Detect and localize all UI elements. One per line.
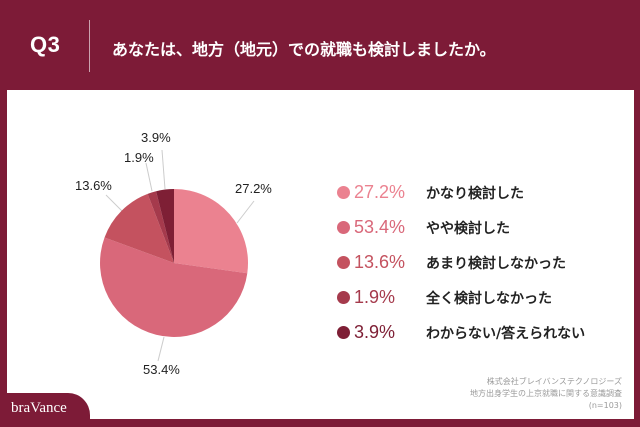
legend-item: 1.9% 全く検討しなかった [337,280,585,315]
legend-item: 13.6% あまり検討しなかった [337,245,585,280]
legend-item: 3.9% わからない/答えられない [337,315,585,350]
pie-slice-wakaranai [156,189,174,263]
legend-pct: 3.9% [354,322,396,342]
legend-item: 53.4% やや検討した [337,210,585,245]
source-note: 株式会社ブレイバンステクノロジーズ 地方出身学生の上京就職に関する意識調査 (n… [470,376,622,412]
pie-slice-amari [104,193,174,263]
legend-label: わからない/答えられない [426,325,586,342]
legend-label: あまり検討しなかった [426,255,566,272]
pie-slice-kanari [174,189,249,274]
pie-slice-mattaku [147,191,174,263]
legend-dot-icon [337,186,350,199]
pie-label-13: 13.6% [75,178,112,193]
legend-pct: 27.2% [354,182,406,202]
question-number: Q3 [30,32,61,57]
legend-dot-icon [337,256,350,269]
legend-label: やや検討した [426,220,510,237]
pie-slice-yaya [100,237,248,337]
legend-pct: 53.4% [354,217,406,237]
chart-card: 27.2% 53.4% 13.6% 1.9% 3.9% 27.2% かなり検討し… [7,90,634,419]
legend: 27.2% かなり検討した 53.4% やや検討した 13.6% あまり検討しな… [337,175,585,350]
legend-dot-icon [337,326,350,339]
legend-pct: 13.6% [354,252,406,272]
header: Q3 あなたは、地方（地元）での就職も検討しましたか。 [0,0,640,90]
pie-label-1: 1.9% [124,150,154,165]
header-divider [89,20,90,72]
source-company: 株式会社ブレイバンステクノロジーズ [486,377,622,386]
brand-logo: braVance [11,400,67,416]
brand-tab [0,393,90,427]
question-title: あなたは、地方（地元）での就職も検討しましたか。 [112,40,496,59]
legend-item: 27.2% かなり検討した [337,175,585,210]
source-sample-size: (n=103) [588,401,622,410]
source-survey: 地方出身学生の上京就職に関する意識調査 [470,389,622,398]
legend-dot-icon [337,291,350,304]
legend-dot-icon [337,221,350,234]
legend-label: 全く検討しなかった [426,290,552,307]
legend-pct: 1.9% [354,287,396,307]
pie-chart [100,149,255,362]
legend-label: かなり検討した [426,185,524,202]
pie-label-27: 27.2% [235,181,272,196]
pie-label-3: 3.9% [141,130,171,145]
pie-label-53: 53.4% [143,362,180,377]
